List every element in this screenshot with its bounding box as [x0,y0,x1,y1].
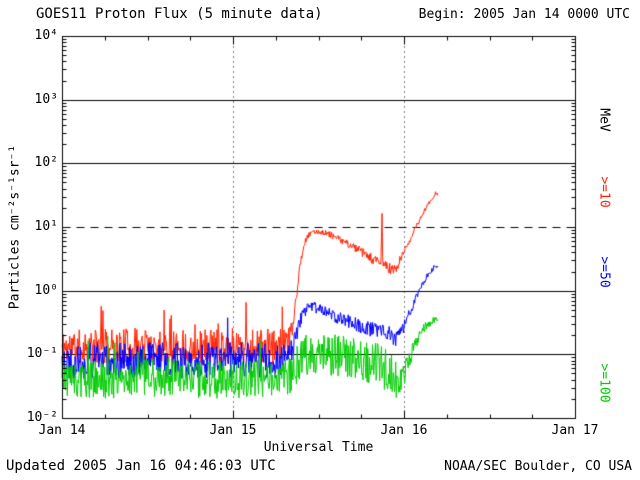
y-tick-label: 10³ [34,91,58,107]
y-tick-label: 10⁴ [34,28,58,43]
y-tick-label: 10⁰ [34,282,58,298]
chart-title: GOES11 Proton Flux (5 minute data) [36,6,323,22]
series-threshold-label: >=100 [596,363,612,403]
y-tick-label: 10⁻¹ [26,346,58,362]
x-axis-label: Universal Time [263,440,374,455]
x-tick-label: Jan 17 [551,423,599,438]
x-tick-label: Jan 14 [38,423,86,438]
right-axis-unit-label: MeV [596,108,612,132]
source-credit: NOAA/SEC Boulder, CO USA [444,459,632,474]
y-tick-label: 10² [34,155,58,171]
series-threshold-label: >=10 [596,176,612,208]
y-tick-label: 10¹ [34,219,58,234]
y-tick-label: 10⁻² [26,410,58,425]
x-tick-label: Jan 15 [209,423,257,438]
updated-timestamp: Updated 2005 Jan 16 04:46:03 UTC [6,458,276,474]
series-threshold-label: >=50 [596,256,612,288]
x-tick-label: Jan 16 [380,423,428,438]
begin-time-label: Begin: 2005 Jan 14 0000 UTC [418,7,630,22]
